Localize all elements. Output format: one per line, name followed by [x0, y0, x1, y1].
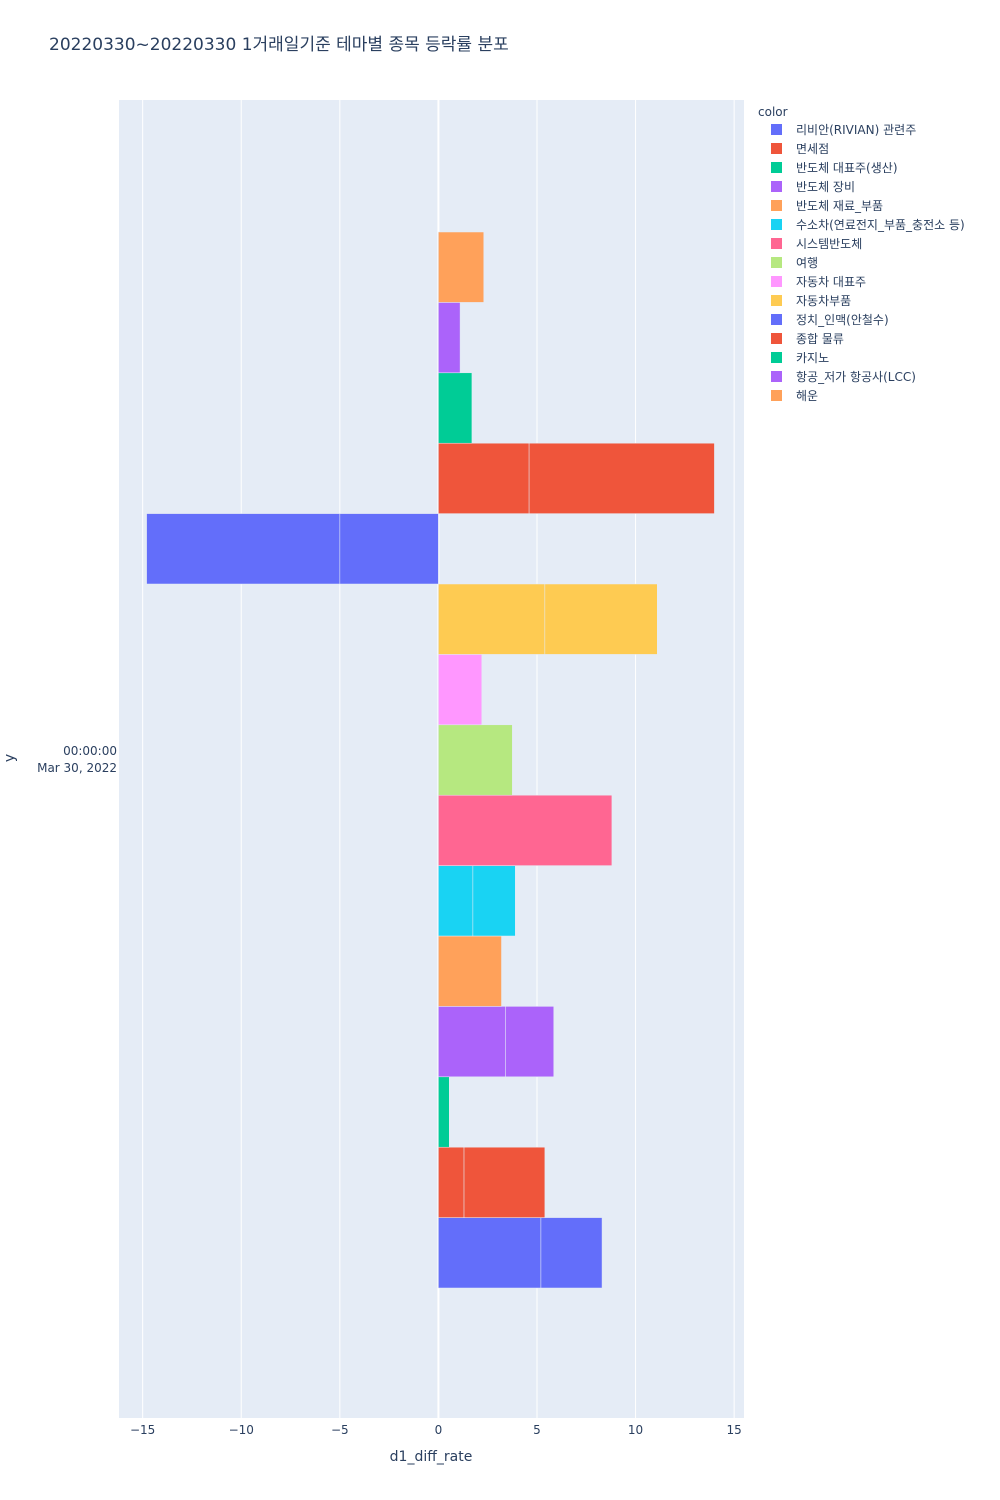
- x-tick-label: 5: [533, 1423, 541, 1437]
- bar-segment[interactable]: [438, 442, 530, 514]
- legend-swatch[interactable]: [771, 276, 782, 287]
- bar-segment[interactable]: [438, 1146, 465, 1218]
- x-tick-label: −15: [130, 1423, 155, 1437]
- legend-label[interactable]: 자동차 대표주: [796, 275, 866, 289]
- legend-label[interactable]: 종합 물류: [796, 332, 844, 346]
- legend-swatch[interactable]: [771, 200, 782, 211]
- legend-swatch[interactable]: [771, 295, 782, 306]
- y-tick-label-time: 00:00:00: [63, 744, 117, 758]
- legend-swatch[interactable]: [771, 124, 782, 135]
- bar-segment[interactable]: [438, 1076, 450, 1148]
- legend-label[interactable]: 리비안(RIVIAN) 관련주: [796, 123, 916, 137]
- bar-segment[interactable]: [540, 1217, 603, 1289]
- legend-label[interactable]: 반도체 재료_부품: [796, 199, 883, 213]
- bar-segment[interactable]: [438, 654, 483, 726]
- legend-swatch[interactable]: [771, 371, 782, 382]
- bar-segment[interactable]: [528, 442, 715, 514]
- bar-segment[interactable]: [438, 794, 613, 866]
- bar-segment[interactable]: [472, 865, 516, 937]
- bar-segment[interactable]: [438, 302, 461, 374]
- x-tick-label: −5: [331, 1423, 349, 1437]
- legend-swatch[interactable]: [771, 181, 782, 192]
- bar-segment[interactable]: [438, 372, 473, 444]
- x-tick-label: 15: [727, 1423, 742, 1437]
- bar-segment[interactable]: [339, 513, 439, 585]
- legend-swatch[interactable]: [771, 162, 782, 173]
- x-tick-label: 0: [435, 1423, 443, 1437]
- x-tick-labels: −15 −10 −5 0 5 10 15: [130, 1423, 742, 1437]
- legend-label[interactable]: 자동차부품: [796, 294, 851, 308]
- bar-segment[interactable]: [146, 513, 341, 585]
- legend-title: color: [758, 105, 788, 119]
- bars: [146, 231, 715, 1289]
- bar-segment[interactable]: [463, 1146, 546, 1218]
- legend-label[interactable]: 시스템반도체: [796, 237, 862, 251]
- legend-label[interactable]: 카지노: [796, 351, 829, 365]
- legend-swatch[interactable]: [771, 257, 782, 268]
- legend-label[interactable]: 항공_저가 항공사(LCC): [796, 370, 916, 384]
- legend-label[interactable]: 해운: [796, 389, 818, 403]
- legend-swatch[interactable]: [771, 333, 782, 344]
- y-tick-label-date: Mar 30, 2022: [37, 761, 117, 775]
- legend-swatch[interactable]: [771, 143, 782, 154]
- y-axis-title: y: [2, 754, 18, 762]
- legend-swatch[interactable]: [771, 219, 782, 230]
- legend-label[interactable]: 수소차(연료전지_부품_충전소 등): [796, 218, 965, 232]
- x-axis-title: d1_diff_rate: [390, 1449, 473, 1465]
- legend-swatch[interactable]: [771, 314, 782, 325]
- bar-segment[interactable]: [438, 935, 502, 1007]
- chart-title: 20220330~20220330 1거래일기준 테마별 종목 등락률 분포: [49, 35, 509, 55]
- bar-segment[interactable]: [438, 724, 513, 796]
- bar-segment[interactable]: [505, 1006, 554, 1078]
- legend-swatch[interactable]: [771, 352, 782, 363]
- bar-segment[interactable]: [544, 583, 658, 655]
- legend-label[interactable]: 반도체 장비: [796, 180, 855, 194]
- bar-segment[interactable]: [438, 865, 474, 937]
- y-tick-label: 00:00:00 Mar 30, 2022: [37, 744, 117, 775]
- bar-segment[interactable]: [438, 231, 484, 303]
- legend-swatch[interactable]: [771, 238, 782, 249]
- bar-segment[interactable]: [438, 583, 546, 655]
- bar-segment[interactable]: [438, 1217, 542, 1289]
- legend-label[interactable]: 여행: [796, 255, 818, 270]
- legend-label[interactable]: 반도체 대표주(생산): [796, 161, 898, 175]
- x-tick-label: 10: [628, 1423, 643, 1437]
- bar-segment[interactable]: [438, 1006, 506, 1078]
- legend-swatch[interactable]: [771, 390, 782, 401]
- x-tick-label: −10: [229, 1423, 254, 1437]
- legend-label[interactable]: 정치_인맥(안철수): [796, 313, 889, 327]
- plot-background: [119, 100, 744, 1418]
- legend-label[interactable]: 면세점: [796, 142, 829, 156]
